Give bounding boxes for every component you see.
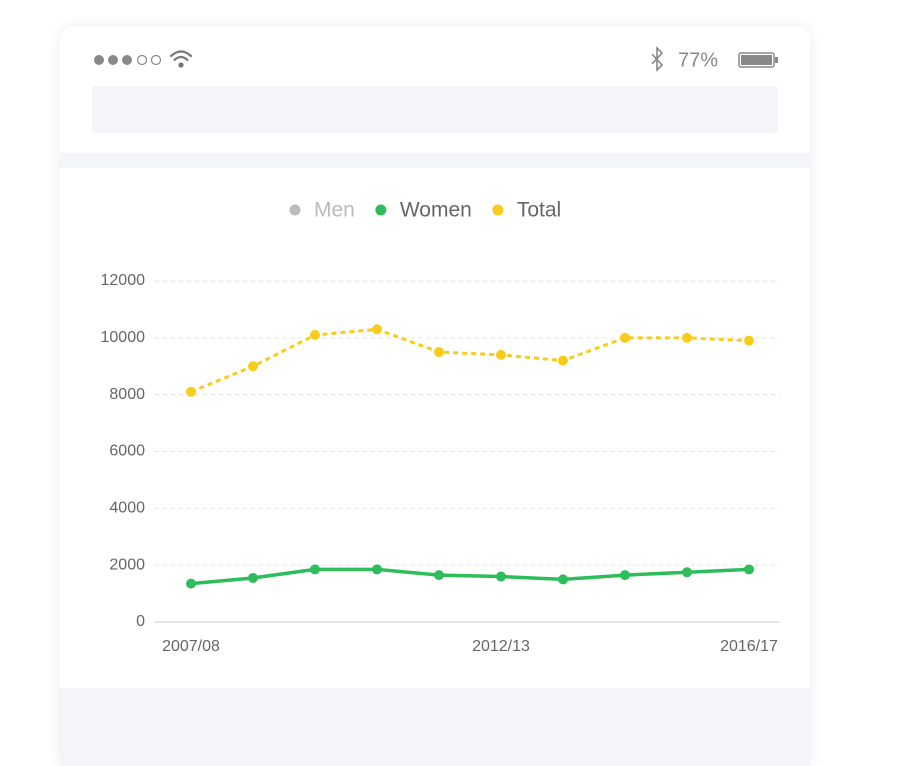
battery-text: 77% [678, 49, 718, 71]
legend-label[interactable]: Women [400, 199, 472, 222]
data-point [620, 332, 630, 343]
data-point [682, 332, 692, 343]
data-point [186, 578, 196, 589]
data-point [682, 567, 692, 578]
y-tick-label: 8000 [109, 386, 145, 403]
y-tick-label: 10000 [101, 329, 146, 346]
series-line [190, 567, 750, 586]
legend-dot [289, 204, 301, 216]
legend-dot [492, 204, 504, 216]
data-point [744, 564, 754, 575]
data-point [558, 574, 568, 585]
legend-label[interactable]: Total [517, 199, 561, 222]
data-point [434, 570, 444, 581]
bluetooth-icon [651, 46, 664, 72]
y-tick-label: 2000 [109, 556, 145, 573]
data-point [372, 564, 382, 575]
search-bar[interactable] [92, 86, 778, 133]
data-point [372, 324, 382, 335]
page: 77% 0 2000 4000 6000 8000 10000 12000 2007/08 20… [60, 26, 810, 766]
x-tick-label: 2007/08 [162, 638, 220, 655]
y-tick-label: 0 [136, 613, 145, 630]
data-point [496, 571, 506, 582]
y-tick-label: 12000 [101, 272, 146, 289]
y-tick-label: 6000 [109, 443, 145, 460]
data-point [434, 347, 444, 358]
y-tick-label: 4000 [109, 500, 145, 517]
data-point [248, 361, 258, 372]
data-point [744, 335, 754, 346]
wifi-icon [169, 50, 193, 68]
chart-panel [60, 168, 810, 688]
signal [94, 54, 162, 66]
data-point [620, 570, 630, 581]
series-line [190, 327, 750, 394]
battery-icon [738, 52, 775, 68]
x-tick-label: 2012/13 [472, 638, 530, 655]
data-point [496, 349, 506, 360]
battery-level [741, 55, 772, 65]
legend-dot [375, 204, 387, 216]
chart: 77% 0 2000 4000 6000 8000 10000 12000 2007/08 20… [60, 26, 810, 688]
legend-label[interactable]: Men [314, 199, 355, 222]
data-point [186, 386, 196, 397]
data-point [310, 564, 320, 575]
data-point [248, 572, 258, 583]
x-tick-label: 2016/17 [720, 638, 778, 655]
data-point [558, 355, 568, 366]
data-point [310, 329, 320, 340]
battery-tip [775, 57, 778, 63]
